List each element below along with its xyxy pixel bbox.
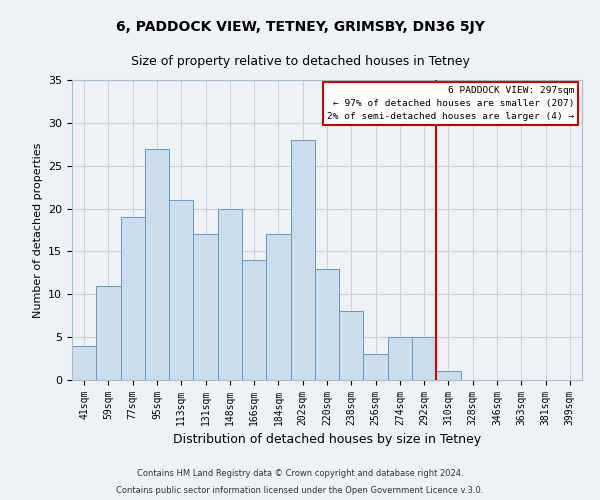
Bar (412, 337, 436, 380)
Text: 6 PADDOCK VIEW: 297sqm
← 97% of detached houses are smaller (207)
2% of semi-det: 6 PADDOCK VIEW: 297sqm ← 97% of detached… (327, 86, 574, 122)
Text: Contains HM Land Registry data © Crown copyright and database right 2024.: Contains HM Land Registry data © Crown c… (137, 468, 463, 477)
Text: Contains public sector information licensed under the Open Government Licence v.: Contains public sector information licen… (116, 486, 484, 495)
Bar (436, 372, 461, 380)
Text: 6, PADDOCK VIEW, TETNEY, GRIMSBY, DN36 5JY: 6, PADDOCK VIEW, TETNEY, GRIMSBY, DN36 5… (116, 20, 484, 34)
Bar (169, 200, 193, 380)
Bar (339, 312, 364, 380)
Bar (290, 140, 315, 380)
Y-axis label: Number of detached properties: Number of detached properties (32, 142, 43, 318)
Bar (315, 268, 339, 380)
X-axis label: Distribution of detached houses by size in Tetney: Distribution of detached houses by size … (173, 434, 481, 446)
Bar (266, 234, 290, 380)
Bar (364, 354, 388, 380)
Bar (193, 234, 218, 380)
Bar (121, 217, 145, 380)
Bar (96, 286, 121, 380)
Bar (388, 337, 412, 380)
Bar (242, 260, 266, 380)
Bar (218, 208, 242, 380)
Bar (72, 346, 96, 380)
Bar (145, 148, 169, 380)
Text: Size of property relative to detached houses in Tetney: Size of property relative to detached ho… (131, 55, 469, 68)
